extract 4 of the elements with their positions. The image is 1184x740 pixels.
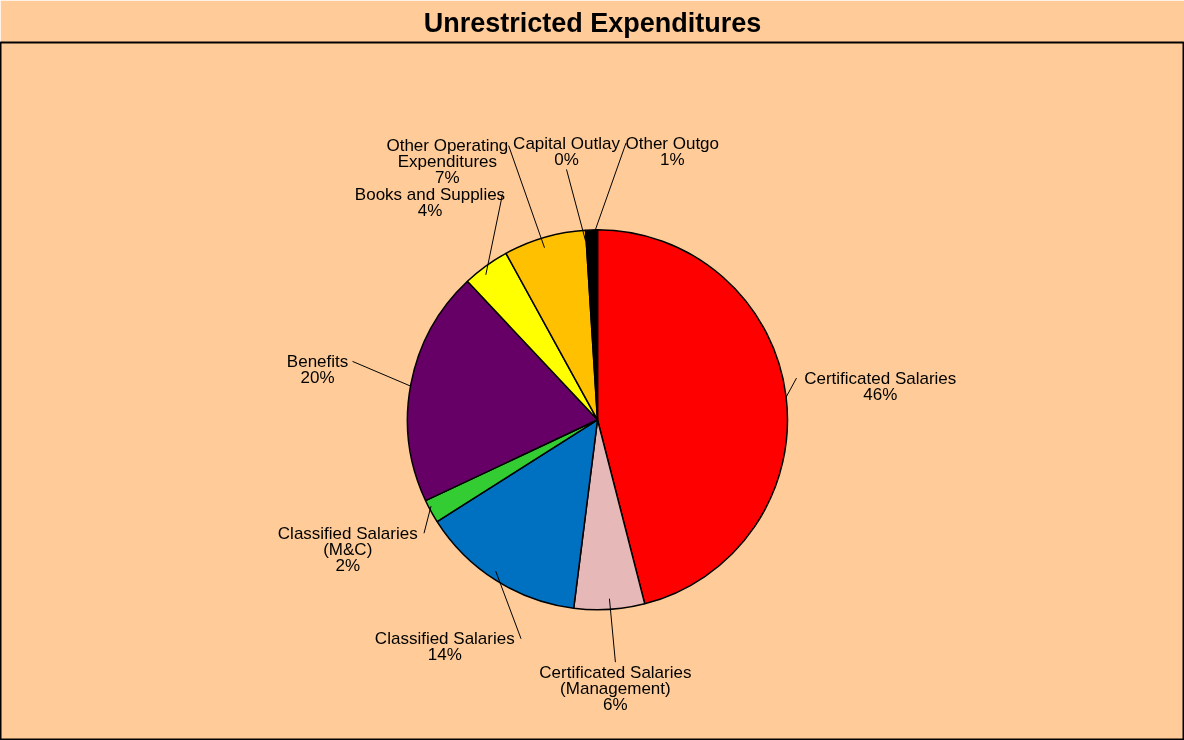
category-label: Capital Outlay bbox=[513, 133, 620, 153]
slice-label: Certificated Salaries (Management) bbox=[539, 662, 692, 698]
chart-title: Unrestricted Expenditures bbox=[423, 7, 762, 38]
text: 0% bbox=[554, 150, 579, 170]
